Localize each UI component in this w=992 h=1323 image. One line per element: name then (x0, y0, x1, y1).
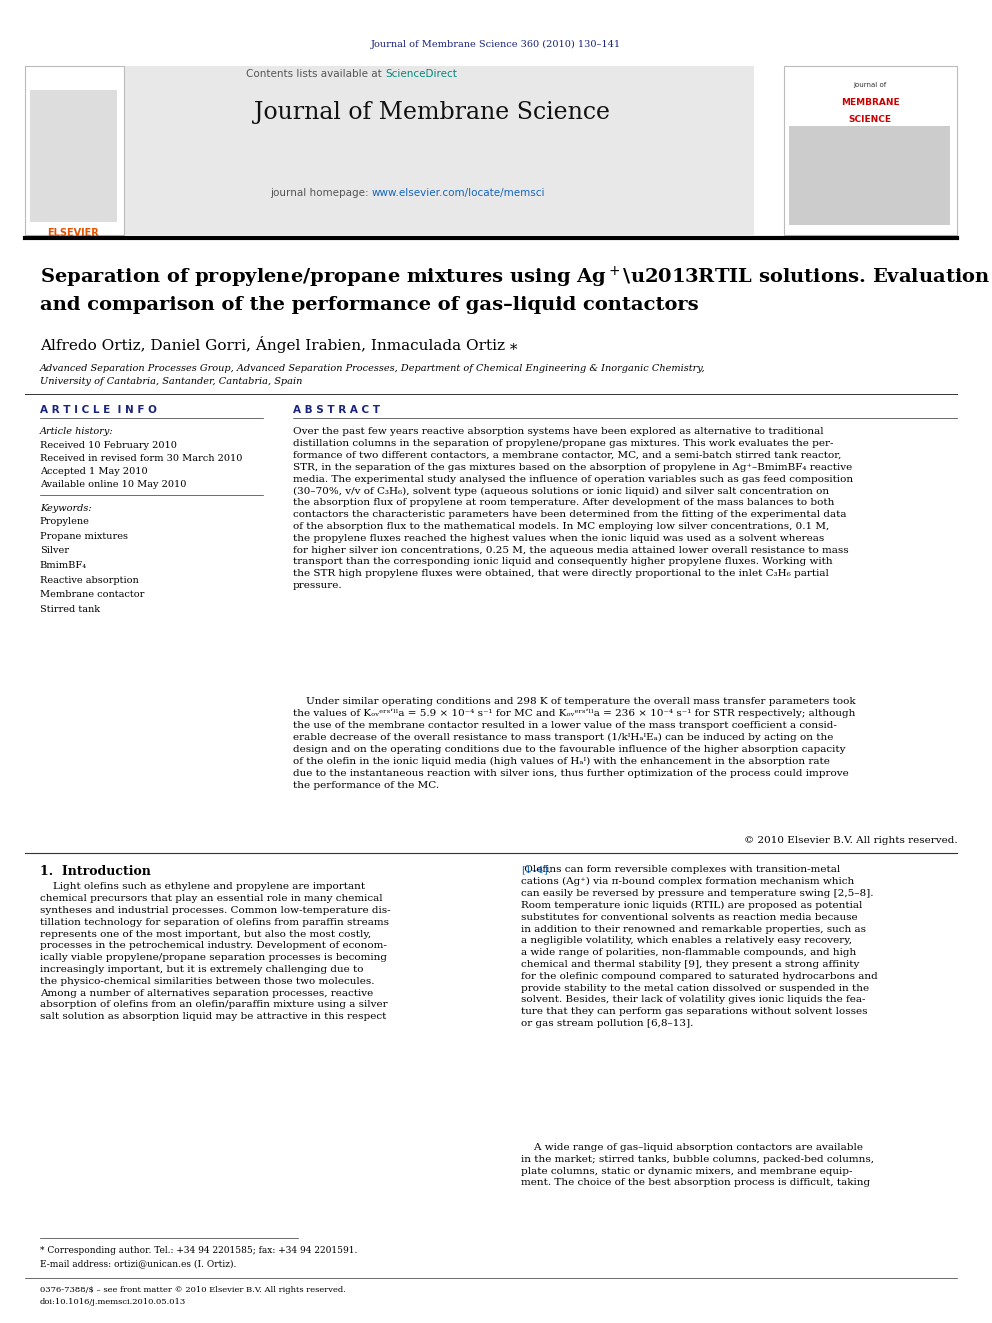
Text: MEMBRANE: MEMBRANE (840, 98, 900, 107)
Text: A R T I C L E  I N F O: A R T I C L E I N F O (40, 405, 157, 415)
Text: Advanced Separation Processes Group, Advanced Separation Processes, Department o: Advanced Separation Processes Group, Adv… (40, 364, 705, 373)
Text: Over the past few years reactive absorption systems have been explored as altern: Over the past few years reactive absorpt… (293, 427, 853, 590)
Text: Received in revised form 30 March 2010: Received in revised form 30 March 2010 (40, 454, 242, 463)
Text: Propane mixtures: Propane mixtures (40, 532, 128, 541)
Text: Under similar operating conditions and 298 K of temperature the overall mass tra: Under similar operating conditions and 2… (293, 697, 855, 790)
Text: © 2010 Elsevier B.V. All rights reserved.: © 2010 Elsevier B.V. All rights reserved… (744, 836, 957, 845)
Text: Membrane contactor: Membrane contactor (40, 590, 144, 599)
FancyBboxPatch shape (30, 90, 117, 222)
Text: BmimBF₄: BmimBF₄ (40, 561, 87, 570)
Text: Stirred tank: Stirred tank (40, 605, 100, 614)
Text: journal homepage:: journal homepage: (270, 188, 372, 198)
Text: A wide range of gas–liquid absorption contactors are available
in the market; st: A wide range of gas–liquid absorption co… (521, 1143, 874, 1188)
Text: Accepted 1 May 2010: Accepted 1 May 2010 (40, 467, 147, 476)
Text: A B S T R A C T: A B S T R A C T (293, 405, 380, 415)
Text: and comparison of the performance of gas–liquid contactors: and comparison of the performance of gas… (40, 296, 698, 315)
Text: * Corresponding author. Tel.: +34 94 2201585; fax: +34 94 2201591.: * Corresponding author. Tel.: +34 94 220… (40, 1246, 357, 1256)
Text: 0376-7388/$ – see front matter © 2010 Elsevier B.V. All rights reserved.: 0376-7388/$ – see front matter © 2010 El… (40, 1286, 345, 1294)
Text: Journal of Membrane Science 360 (2010) 130–141: Journal of Membrane Science 360 (2010) 1… (371, 40, 621, 49)
Text: Olefins can form reversible complexes with transition-metal
cations (Ag⁺) via π-: Olefins can form reversible complexes wi… (521, 865, 878, 1028)
FancyBboxPatch shape (784, 66, 957, 235)
FancyBboxPatch shape (789, 126, 950, 225)
Text: Separation of propylene/propane mixtures using Ag$^+$\u2013RTIL solutions. Evalu: Separation of propylene/propane mixtures… (40, 265, 990, 290)
Text: Journal of Membrane Science: Journal of Membrane Science (254, 101, 609, 123)
FancyBboxPatch shape (124, 66, 754, 235)
Text: SCIENCE: SCIENCE (848, 115, 892, 124)
Text: Silver: Silver (40, 546, 68, 556)
Text: 1.  Introduction: 1. Introduction (40, 865, 151, 878)
FancyBboxPatch shape (25, 66, 124, 235)
Text: Available online 10 May 2010: Available online 10 May 2010 (40, 480, 186, 490)
Text: Light olefins such as ethylene and propylene are important
chemical precursors t: Light olefins such as ethylene and propy… (40, 882, 390, 1021)
Text: ELSEVIER: ELSEVIER (48, 228, 99, 238)
Text: University of Cantabria, Santander, Cantabria, Spain: University of Cantabria, Santander, Cant… (40, 377, 302, 386)
Text: Reactive absorption: Reactive absorption (40, 576, 139, 585)
Text: E-mail address: ortizi@unican.es (I. Ortiz).: E-mail address: ortizi@unican.es (I. Ort… (40, 1259, 236, 1269)
Text: ScienceDirect: ScienceDirect (385, 69, 456, 79)
Text: Contents lists available at: Contents lists available at (246, 69, 385, 79)
Text: Keywords:: Keywords: (40, 504, 91, 513)
Text: [1–4].: [1–4]. (521, 865, 551, 875)
Text: Propylene: Propylene (40, 517, 89, 527)
Text: Alfredo Ortiz, Daniel Gorri, Ángel Irabien, Inmaculada Ortiz ⁎: Alfredo Ortiz, Daniel Gorri, Ángel Irabi… (40, 336, 517, 353)
Text: Article history:: Article history: (40, 427, 113, 437)
Text: Received 10 February 2010: Received 10 February 2010 (40, 441, 177, 450)
Text: doi:10.1016/j.memsci.2010.05.013: doi:10.1016/j.memsci.2010.05.013 (40, 1298, 186, 1306)
Text: journal of: journal of (853, 82, 887, 89)
Text: www.elsevier.com/locate/memsci: www.elsevier.com/locate/memsci (372, 188, 546, 198)
